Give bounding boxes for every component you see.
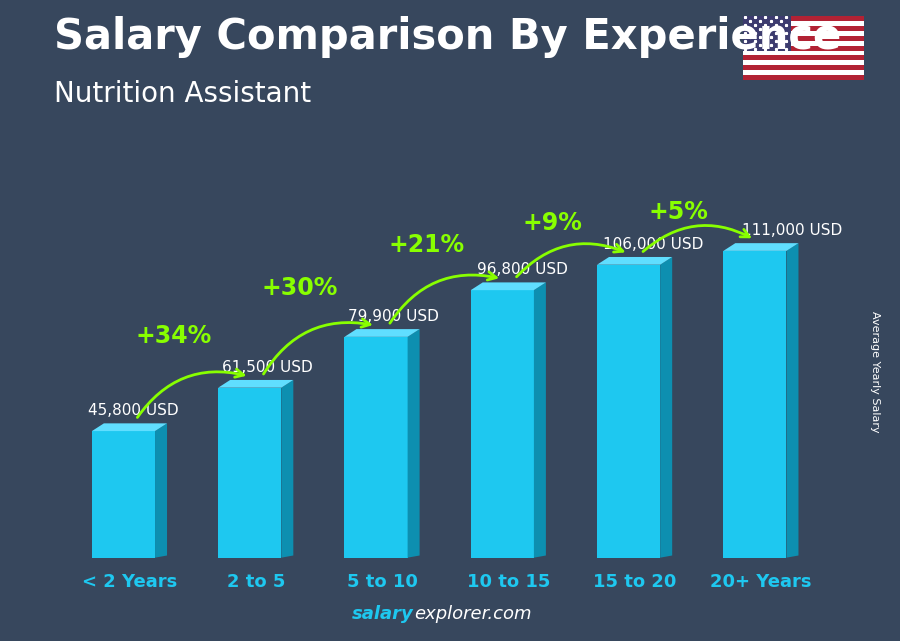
Text: 45,800 USD: 45,800 USD — [88, 403, 179, 419]
Text: +34%: +34% — [136, 324, 212, 348]
Bar — [742, 40, 864, 46]
Polygon shape — [282, 380, 293, 558]
Text: 106,000 USD: 106,000 USD — [603, 237, 704, 252]
Text: 2 to 5: 2 to 5 — [227, 573, 285, 591]
Polygon shape — [92, 431, 155, 558]
Polygon shape — [787, 243, 798, 558]
Bar — [742, 16, 791, 51]
Polygon shape — [345, 329, 419, 337]
Text: 5 to 10: 5 to 10 — [346, 573, 418, 591]
Bar — [742, 75, 864, 80]
Polygon shape — [92, 423, 167, 431]
Polygon shape — [724, 251, 787, 558]
Text: 111,000 USD: 111,000 USD — [742, 223, 842, 238]
Bar — [742, 16, 864, 21]
Bar — [742, 36, 864, 40]
Text: 20+ Years: 20+ Years — [710, 573, 812, 591]
Bar — [742, 51, 864, 56]
Bar — [742, 65, 864, 71]
Polygon shape — [661, 257, 672, 558]
Text: 61,500 USD: 61,500 USD — [222, 360, 312, 375]
Polygon shape — [155, 423, 167, 558]
Text: +30%: +30% — [262, 276, 338, 301]
Bar — [742, 60, 864, 65]
Bar — [742, 46, 864, 51]
Text: +5%: +5% — [649, 201, 709, 224]
Text: < 2 Years: < 2 Years — [82, 573, 177, 591]
Bar — [742, 26, 864, 31]
Bar — [742, 71, 864, 75]
Polygon shape — [724, 243, 798, 251]
Polygon shape — [597, 265, 661, 558]
Polygon shape — [345, 337, 408, 558]
Text: Salary Comparison By Experience: Salary Comparison By Experience — [54, 16, 842, 58]
Text: 96,800 USD: 96,800 USD — [477, 262, 568, 278]
Text: salary: salary — [352, 605, 414, 623]
Polygon shape — [218, 380, 293, 388]
Polygon shape — [597, 257, 672, 265]
Text: 15 to 20: 15 to 20 — [593, 573, 676, 591]
Polygon shape — [471, 290, 534, 558]
Polygon shape — [408, 329, 419, 558]
Text: Nutrition Assistant: Nutrition Assistant — [54, 80, 311, 108]
Bar — [742, 21, 864, 26]
Text: +21%: +21% — [388, 233, 464, 257]
Polygon shape — [471, 283, 546, 290]
Text: +9%: +9% — [523, 211, 582, 235]
Text: 10 to 15: 10 to 15 — [466, 573, 550, 591]
Text: 79,900 USD: 79,900 USD — [348, 309, 439, 324]
Polygon shape — [534, 283, 546, 558]
Bar — [742, 56, 864, 60]
Text: Average Yearly Salary: Average Yearly Salary — [870, 311, 880, 433]
Polygon shape — [218, 388, 282, 558]
Text: explorer.com: explorer.com — [414, 605, 532, 623]
Bar — [742, 31, 864, 36]
